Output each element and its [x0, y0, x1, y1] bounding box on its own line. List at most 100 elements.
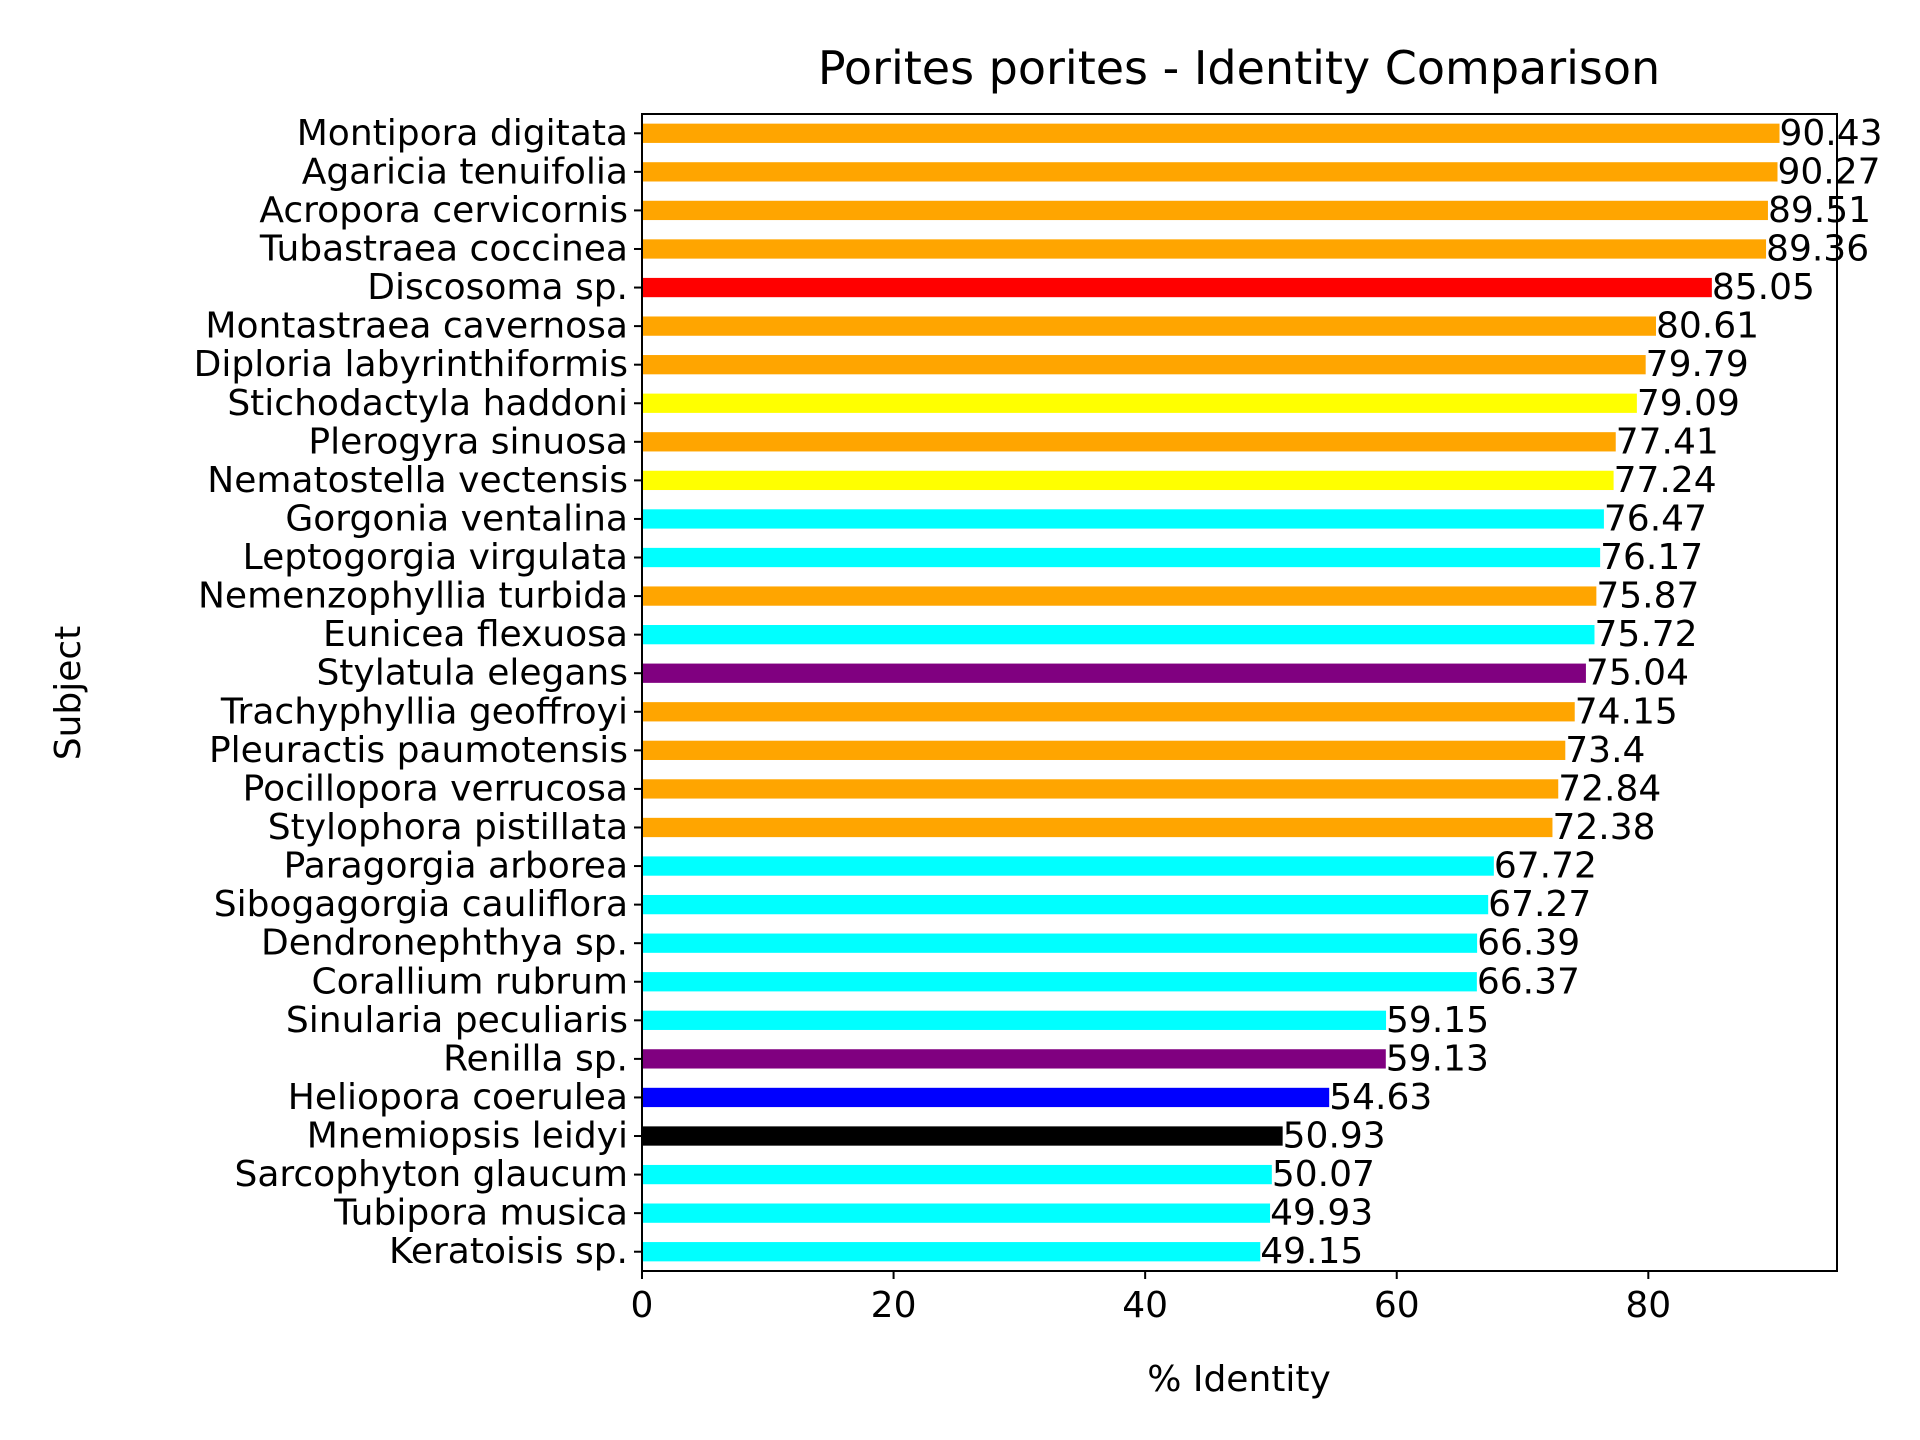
x-tick-label: 80	[1625, 1285, 1671, 1326]
bar	[642, 1126, 1283, 1146]
data-label: 49.15	[1260, 1231, 1363, 1272]
data-label: 79.79	[1646, 344, 1749, 385]
y-tick-label: Acropora cervicornis	[259, 190, 628, 231]
bar	[642, 162, 1778, 182]
bar	[642, 972, 1477, 992]
data-label: 66.39	[1477, 923, 1580, 964]
y-tick-label: Pleuractis paumotensis	[209, 730, 628, 771]
bar	[642, 355, 1646, 375]
data-label: 85.05	[1712, 267, 1815, 308]
y-tick-label: Discosoma sp.	[367, 267, 628, 308]
y-tick-label: Nematostella vectensis	[207, 460, 628, 501]
x-tick-label: 40	[1122, 1285, 1168, 1326]
data-label: 79.09	[1637, 383, 1740, 424]
bar	[642, 123, 1780, 143]
x-tick-label: 20	[871, 1285, 917, 1326]
data-label: 59.15	[1386, 1000, 1489, 1041]
data-label: 90.43	[1780, 113, 1883, 154]
data-label: 76.47	[1604, 498, 1707, 539]
bar	[642, 779, 1559, 799]
data-label: 67.72	[1494, 846, 1597, 887]
bar	[642, 1203, 1271, 1223]
bar	[642, 239, 1767, 259]
bar	[642, 200, 1768, 221]
data-label: 66.37	[1477, 961, 1580, 1002]
bar	[642, 393, 1637, 413]
y-tick-label: Sinularia peculiaris	[286, 1000, 628, 1041]
y-axis-label: Subject	[48, 626, 89, 761]
x-tick-label: 0	[631, 1285, 654, 1326]
y-tick-label: Montipora digitata	[297, 113, 628, 154]
bar	[642, 894, 1489, 915]
bar	[642, 702, 1575, 722]
bar	[642, 1010, 1387, 1030]
data-label: 50.07	[1272, 1154, 1375, 1195]
y-tick-label: Corallium rubrum	[311, 961, 628, 1002]
bar	[642, 277, 1712, 298]
y-tick-label: Stichodactyla haddoni	[227, 383, 628, 424]
bar	[642, 1087, 1330, 1108]
bar	[642, 856, 1494, 876]
y-tick-label: Pocillopora verrucosa	[243, 768, 628, 809]
data-label: 49.93	[1270, 1193, 1373, 1234]
y-tick-label: Eunicea flexuosa	[323, 614, 628, 655]
y-tick-label: Nemenzophyllia turbida	[198, 576, 628, 617]
chart-title: Porites porites - Identity Comparison	[818, 41, 1660, 95]
data-label: 72.38	[1552, 807, 1655, 848]
y-tick-label: Keratoisis sp.	[389, 1231, 628, 1272]
y-tick-label: Plerogyra sinuosa	[308, 421, 628, 462]
data-label: 80.61	[1656, 306, 1759, 347]
bar	[642, 663, 1586, 683]
data-label: 89.36	[1766, 228, 1869, 269]
bar	[642, 933, 1478, 953]
y-tick-label: Sarcophyton glaucum	[234, 1154, 628, 1195]
x-axis-label: % Identity	[1147, 1359, 1331, 1400]
data-label: 72.84	[1558, 768, 1661, 809]
data-label: 73.4	[1565, 730, 1645, 771]
bar	[642, 1242, 1261, 1262]
y-tick-label: Leptogorgia virgulata	[243, 537, 628, 578]
bar	[642, 740, 1566, 760]
bar	[642, 586, 1597, 606]
plot-frame	[641, 113, 1838, 1272]
bar	[642, 1049, 1386, 1069]
y-tick-label: Tubastraea coccinea	[259, 228, 628, 269]
data-label: 75.04	[1586, 653, 1689, 694]
y-tick-label: Montastraea cavernosa	[205, 306, 628, 347]
data-label: 90.27	[1778, 151, 1881, 192]
data-label: 59.13	[1386, 1038, 1489, 1079]
y-tick-label: Agaricia tenuifolia	[302, 151, 628, 192]
bar	[642, 432, 1616, 452]
bar	[642, 316, 1656, 336]
y-tick-label: Heliopora coerulea	[288, 1077, 628, 1118]
data-label: 89.51	[1768, 190, 1871, 231]
y-tick-label: Diploria labyrinthiformis	[194, 344, 628, 385]
bar	[642, 817, 1553, 838]
plot-area: Montipora digitata 90.43 Agaricia tenuifol…	[194, 113, 1883, 1326]
data-label: 77.41	[1616, 421, 1719, 462]
y-tick-label: Dendronephthya sp.	[261, 923, 628, 964]
data-label: 77.24	[1614, 460, 1717, 501]
bar	[642, 1164, 1272, 1185]
y-tick-label: Stylophora pistillata	[268, 807, 628, 848]
data-label: 75.87	[1596, 576, 1699, 617]
y-tick-label: Renilla sp.	[443, 1038, 628, 1079]
bar	[642, 625, 1595, 645]
y-tick-label: Trachyphyllia geoffroyi	[220, 691, 628, 732]
bar	[642, 470, 1614, 491]
y-tick-label: Gorgonia ventalina	[285, 498, 628, 539]
data-label: 67.27	[1488, 884, 1591, 925]
data-label: 76.17	[1600, 537, 1703, 578]
y-tick-label: Sibogagorgia cauliflora	[214, 884, 628, 925]
bar	[642, 547, 1601, 568]
data-label: 54.63	[1329, 1077, 1432, 1118]
y-tick-label: Stylatula elegans	[316, 653, 628, 694]
data-label: 75.72	[1594, 614, 1697, 655]
y-tick-label: Tubipora musica	[333, 1193, 628, 1234]
y-tick-label: Paragorgia arborea	[284, 846, 628, 887]
bar	[642, 509, 1604, 529]
data-label: 50.93	[1283, 1116, 1386, 1157]
y-tick-label: Mnemiopsis leidyi	[307, 1116, 628, 1157]
